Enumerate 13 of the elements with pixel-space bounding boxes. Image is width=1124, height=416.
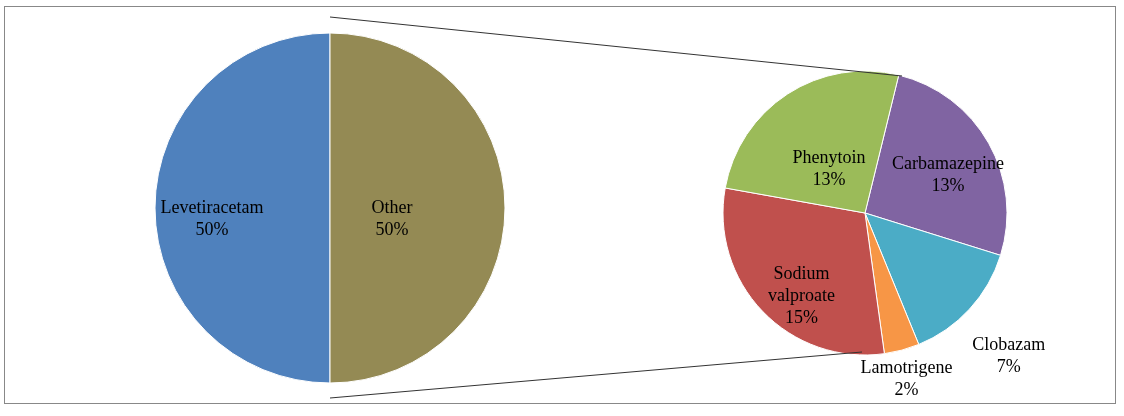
slice-label: Clobazam (972, 333, 1046, 354)
slice-label: Other (371, 197, 413, 217)
data-label: 2% (894, 378, 919, 399)
slice-label: Sodium valproate (768, 262, 836, 305)
data-label: 13% (812, 168, 846, 189)
data-label: 50% (375, 219, 409, 239)
data-label: 50% (195, 219, 229, 239)
data-label: 13% (931, 174, 965, 195)
slice-label: Phenytoin (792, 146, 866, 167)
data-label: 7% (996, 355, 1021, 376)
slice-label: Levetiracetam (160, 197, 264, 217)
data-label: 15% (785, 306, 819, 327)
slice-label: Lamotrigene (860, 356, 953, 377)
